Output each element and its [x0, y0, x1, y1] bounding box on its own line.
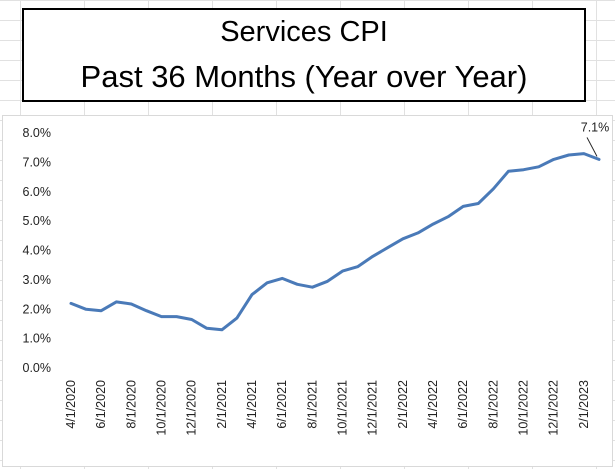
x-tick-label: 10/1/2020	[155, 380, 169, 436]
data-label: 7.1%	[581, 120, 610, 134]
x-tick-label: 8/1/2020	[124, 380, 138, 429]
data-label-leader	[586, 137, 598, 157]
y-tick-label: 6.0%	[23, 185, 52, 199]
chart-title: Services CPI	[22, 8, 586, 56]
chart-subtitle: Past 36 Months (Year over Year)	[22, 54, 586, 102]
x-tick-label: 8/1/2021	[305, 380, 319, 429]
x-tick-label: 6/1/2021	[275, 380, 289, 429]
x-tick-label: 2/1/2023	[577, 380, 591, 429]
x-tick-label: 2/1/2021	[215, 380, 229, 429]
chart-area[interactable]: 0.0% 1.0% 2.0% 3.0% 4.0% 5.0% 6.0% 7.0% 8.0% 4/1…	[2, 115, 613, 467]
x-axis: 4/1/2020 6/1/2020 8/1/2020 10/1/2020 12/1/20…	[64, 380, 591, 436]
series-line	[69, 152, 601, 332]
x-tick-label: 2/1/2022	[396, 380, 410, 429]
x-tick-label: 6/1/2022	[456, 380, 470, 429]
x-tick-label: 10/1/2022	[517, 380, 531, 436]
x-tick-label: 4/1/2022	[426, 380, 440, 429]
x-tick-label: 12/1/2022	[547, 380, 561, 436]
x-tick-label: 4/1/2020	[64, 380, 78, 429]
x-tick-label: 10/1/2021	[336, 380, 350, 436]
y-tick-label: 7.0%	[23, 155, 52, 169]
y-tick-label: 1.0%	[23, 332, 52, 346]
y-tick-label: 2.0%	[23, 302, 52, 316]
x-tick-label: 12/1/2020	[185, 380, 199, 436]
y-tick-label: 4.0%	[23, 244, 52, 258]
plot-series: 7.1%	[69, 120, 610, 332]
y-tick-label: 3.0%	[23, 273, 52, 287]
x-tick-label: 12/1/2021	[366, 380, 380, 436]
x-tick-label: 6/1/2020	[94, 380, 108, 429]
y-axis: 0.0% 1.0% 2.0% 3.0% 4.0% 5.0% 6.0% 7.0% 8.0%	[23, 126, 52, 375]
y-tick-label: 8.0%	[23, 126, 52, 140]
y-tick-label: 0.0%	[23, 361, 52, 375]
y-tick-label: 5.0%	[23, 214, 52, 228]
line-chart: 0.0% 1.0% 2.0% 3.0% 4.0% 5.0% 6.0% 7.0% 8.0% 4/1…	[23, 120, 610, 436]
x-tick-label: 4/1/2021	[245, 380, 259, 429]
x-tick-label: 8/1/2022	[486, 380, 500, 429]
